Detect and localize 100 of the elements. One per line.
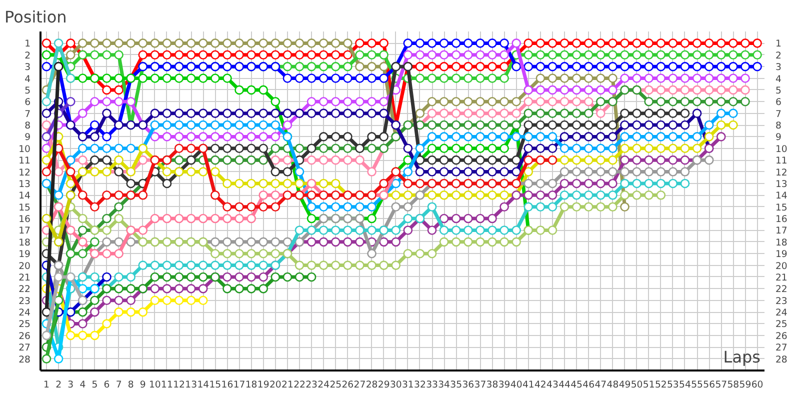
y2-tick-label: 17 [776,226,788,237]
y2-tick-label: 24 [776,308,788,319]
y-tick-label: 28 [18,354,31,366]
x-tick-label: 32 [414,380,426,390]
x-axis-title: Laps [723,348,761,366]
y2-tick-label: 25 [776,319,788,330]
y2-tick-label: 10 [776,144,788,155]
x-tick-label: 33 [426,380,438,390]
y2-tick-label: 12 [776,167,788,178]
x-tick-label: 43 [546,380,558,390]
x-tick-label: 39 [498,380,510,390]
y2-tick-label: 22 [776,284,788,296]
x-tick-label: 13 [185,380,198,390]
y-tick-label: 19 [18,249,31,260]
x-tick-label: 42 [534,380,546,390]
x-tick-label: 21 [282,380,294,390]
y-tick-label: 21 [18,272,31,284]
y2-tick-label: 15 [776,202,788,214]
x-tick-label: 38 [486,380,498,390]
y-tick-label: 11 [18,156,31,167]
y2-tick-label: 1 [776,38,782,50]
x-tick-label: 47 [594,380,607,390]
y2-tick-label: 5 [776,85,782,96]
y-tick-label: 20 [18,260,31,272]
y-tick-label: 27 [18,342,31,354]
x-tick-label: 57 [715,380,728,390]
x-tick-label: 19 [257,380,270,390]
x-tick-label: 1 [44,380,50,390]
y-tick-label: 6 [24,97,31,108]
y2-tick-label: 14 [776,190,788,202]
y2-tick-label: 7 [776,108,782,120]
y-tick-label: 26 [18,330,31,342]
y-tick-label: 9 [24,132,31,144]
y2-tick-label: 2 [776,50,782,62]
x-tick-label: 28 [366,380,378,390]
x-tick-label: 10 [149,380,161,390]
x-tick-label: 16 [221,380,234,390]
y-tick-label: 15 [18,202,31,214]
x-tick-label: 53 [667,380,679,390]
y2-tick-label: 18 [776,237,788,248]
y2-tick-label: 11 [776,156,788,167]
x-tick-label: 34 [438,380,450,390]
x-tick-label: 58 [727,380,740,390]
x-tick-label: 44 [558,380,571,390]
y2-tick-label: 20 [776,260,788,272]
x-tick-label: 23 [306,380,318,390]
x-tick-label: 52 [654,380,667,390]
x-tick-label: 11 [161,380,173,390]
x-tick-label: 6 [104,380,110,390]
y2-tick-label: 4 [776,74,782,85]
x-tick-label: 3 [68,380,74,390]
y2-tick-label: 23 [776,296,788,307]
x-tick-label: 7 [116,380,122,390]
y-tick-label: 4 [24,74,31,85]
y2-tick-label: 21 [776,272,788,284]
x-tick-label: 8 [128,380,134,390]
y-tick-label: 10 [18,144,31,155]
x-tick-label: 26 [342,380,354,390]
x-tick-label: 20 [269,380,282,390]
y2-tick-label: 3 [776,62,782,74]
x-tick-label: 40 [510,380,522,390]
x-tick-label: 56 [703,380,716,390]
x-tick-label: 22 [294,380,306,390]
y2-tick-label: 6 [776,97,782,108]
y2-tick-label: 26 [776,330,788,342]
y2-tick-label: 27 [776,342,788,354]
y2-tick-label: 28 [776,354,788,366]
y2-tick-label: 19 [776,249,788,260]
x-tick-label: 37 [474,380,486,390]
y-tick-label: 1 [24,38,31,50]
x-tick-label: 55 [691,380,704,390]
x-tick-label: 36 [462,380,474,390]
y-tick-label: 24 [18,308,31,319]
x-tick-label: 29 [378,380,390,390]
y-tick-label: 23 [18,296,31,307]
x-tick-label: 25 [330,380,342,390]
x-tick-label: 31 [402,380,414,390]
x-tick-label: 15 [209,380,222,390]
y-tick-label: 22 [18,284,31,296]
y2-tick-label: 9 [776,132,782,144]
y2-tick-label: 13 [776,178,788,190]
x-tick-label: 45 [570,380,583,390]
x-tick-label: 59 [739,380,752,390]
y-tick-label: 2 [24,50,31,62]
y-tick-label: 13 [18,178,31,190]
x-tick-label: 41 [522,380,534,390]
x-tick-label: 24 [318,380,330,390]
x-tick-label: 4 [80,380,86,390]
x-tick-label: 50 [630,380,643,390]
x-tick-label: 17 [233,380,246,390]
y-tick-label: 16 [18,214,31,226]
y-tick-label: 25 [18,319,31,330]
y2-tick-label: 16 [776,214,788,226]
x-tick-label: 51 [642,380,655,390]
x-tick-label: 30 [390,380,402,390]
x-tick-label: 54 [679,380,691,390]
x-tick-label: 14 [197,380,210,390]
y-tick-label: 3 [24,62,31,74]
x-tick-label: 12 [173,380,185,390]
y-tick-label: 5 [24,85,31,96]
